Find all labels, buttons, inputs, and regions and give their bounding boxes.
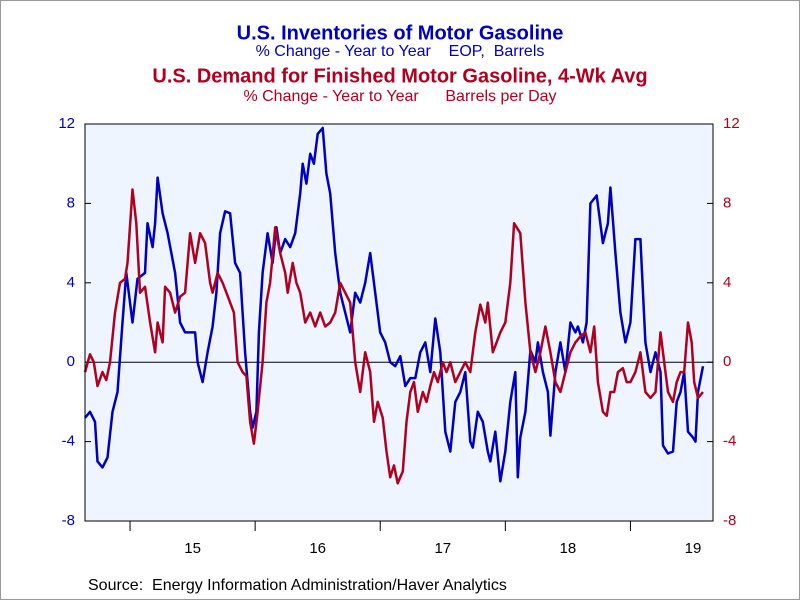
- y-tick-label: 8: [67, 194, 75, 211]
- x-tick-label: 19: [685, 540, 702, 557]
- title: U.S. Inventories of Motor Gasoline: [237, 22, 564, 44]
- plot-border: [84, 123, 714, 522]
- subtitle: % Change - Year to Year Barrels per Day: [243, 88, 556, 105]
- y2-tick-label: 8: [723, 194, 731, 211]
- y-tick-label: 4: [67, 274, 75, 291]
- plot-area: [85, 124, 713, 521]
- x-tick-label: 17: [434, 540, 451, 557]
- x-tick-label: 16: [309, 540, 326, 557]
- series-line: [83, 188, 704, 485]
- title: U.S. Demand for Finished Motor Gasoline,…: [152, 65, 647, 87]
- y-tick-label: -8: [62, 512, 75, 529]
- y-tick-label: -4: [62, 433, 75, 450]
- y-tick-label: 0: [67, 353, 75, 370]
- source: Source: Energy Information Administratio…: [88, 577, 507, 594]
- y2-tick-label: 4: [723, 274, 731, 291]
- y2-tick-label: 0: [723, 353, 731, 370]
- subtitle: % Change - Year to Year EOP, Barrels: [256, 43, 545, 60]
- x-tick-label: 15: [184, 540, 201, 557]
- y2-tick-label: -4: [723, 433, 736, 450]
- series-line: [84, 126, 705, 483]
- y-tick-label: 12: [58, 115, 75, 132]
- y2-tick-label: 12: [723, 115, 740, 132]
- y2-tick-label: -8: [723, 512, 736, 529]
- x-tick-label: 18: [560, 540, 577, 557]
